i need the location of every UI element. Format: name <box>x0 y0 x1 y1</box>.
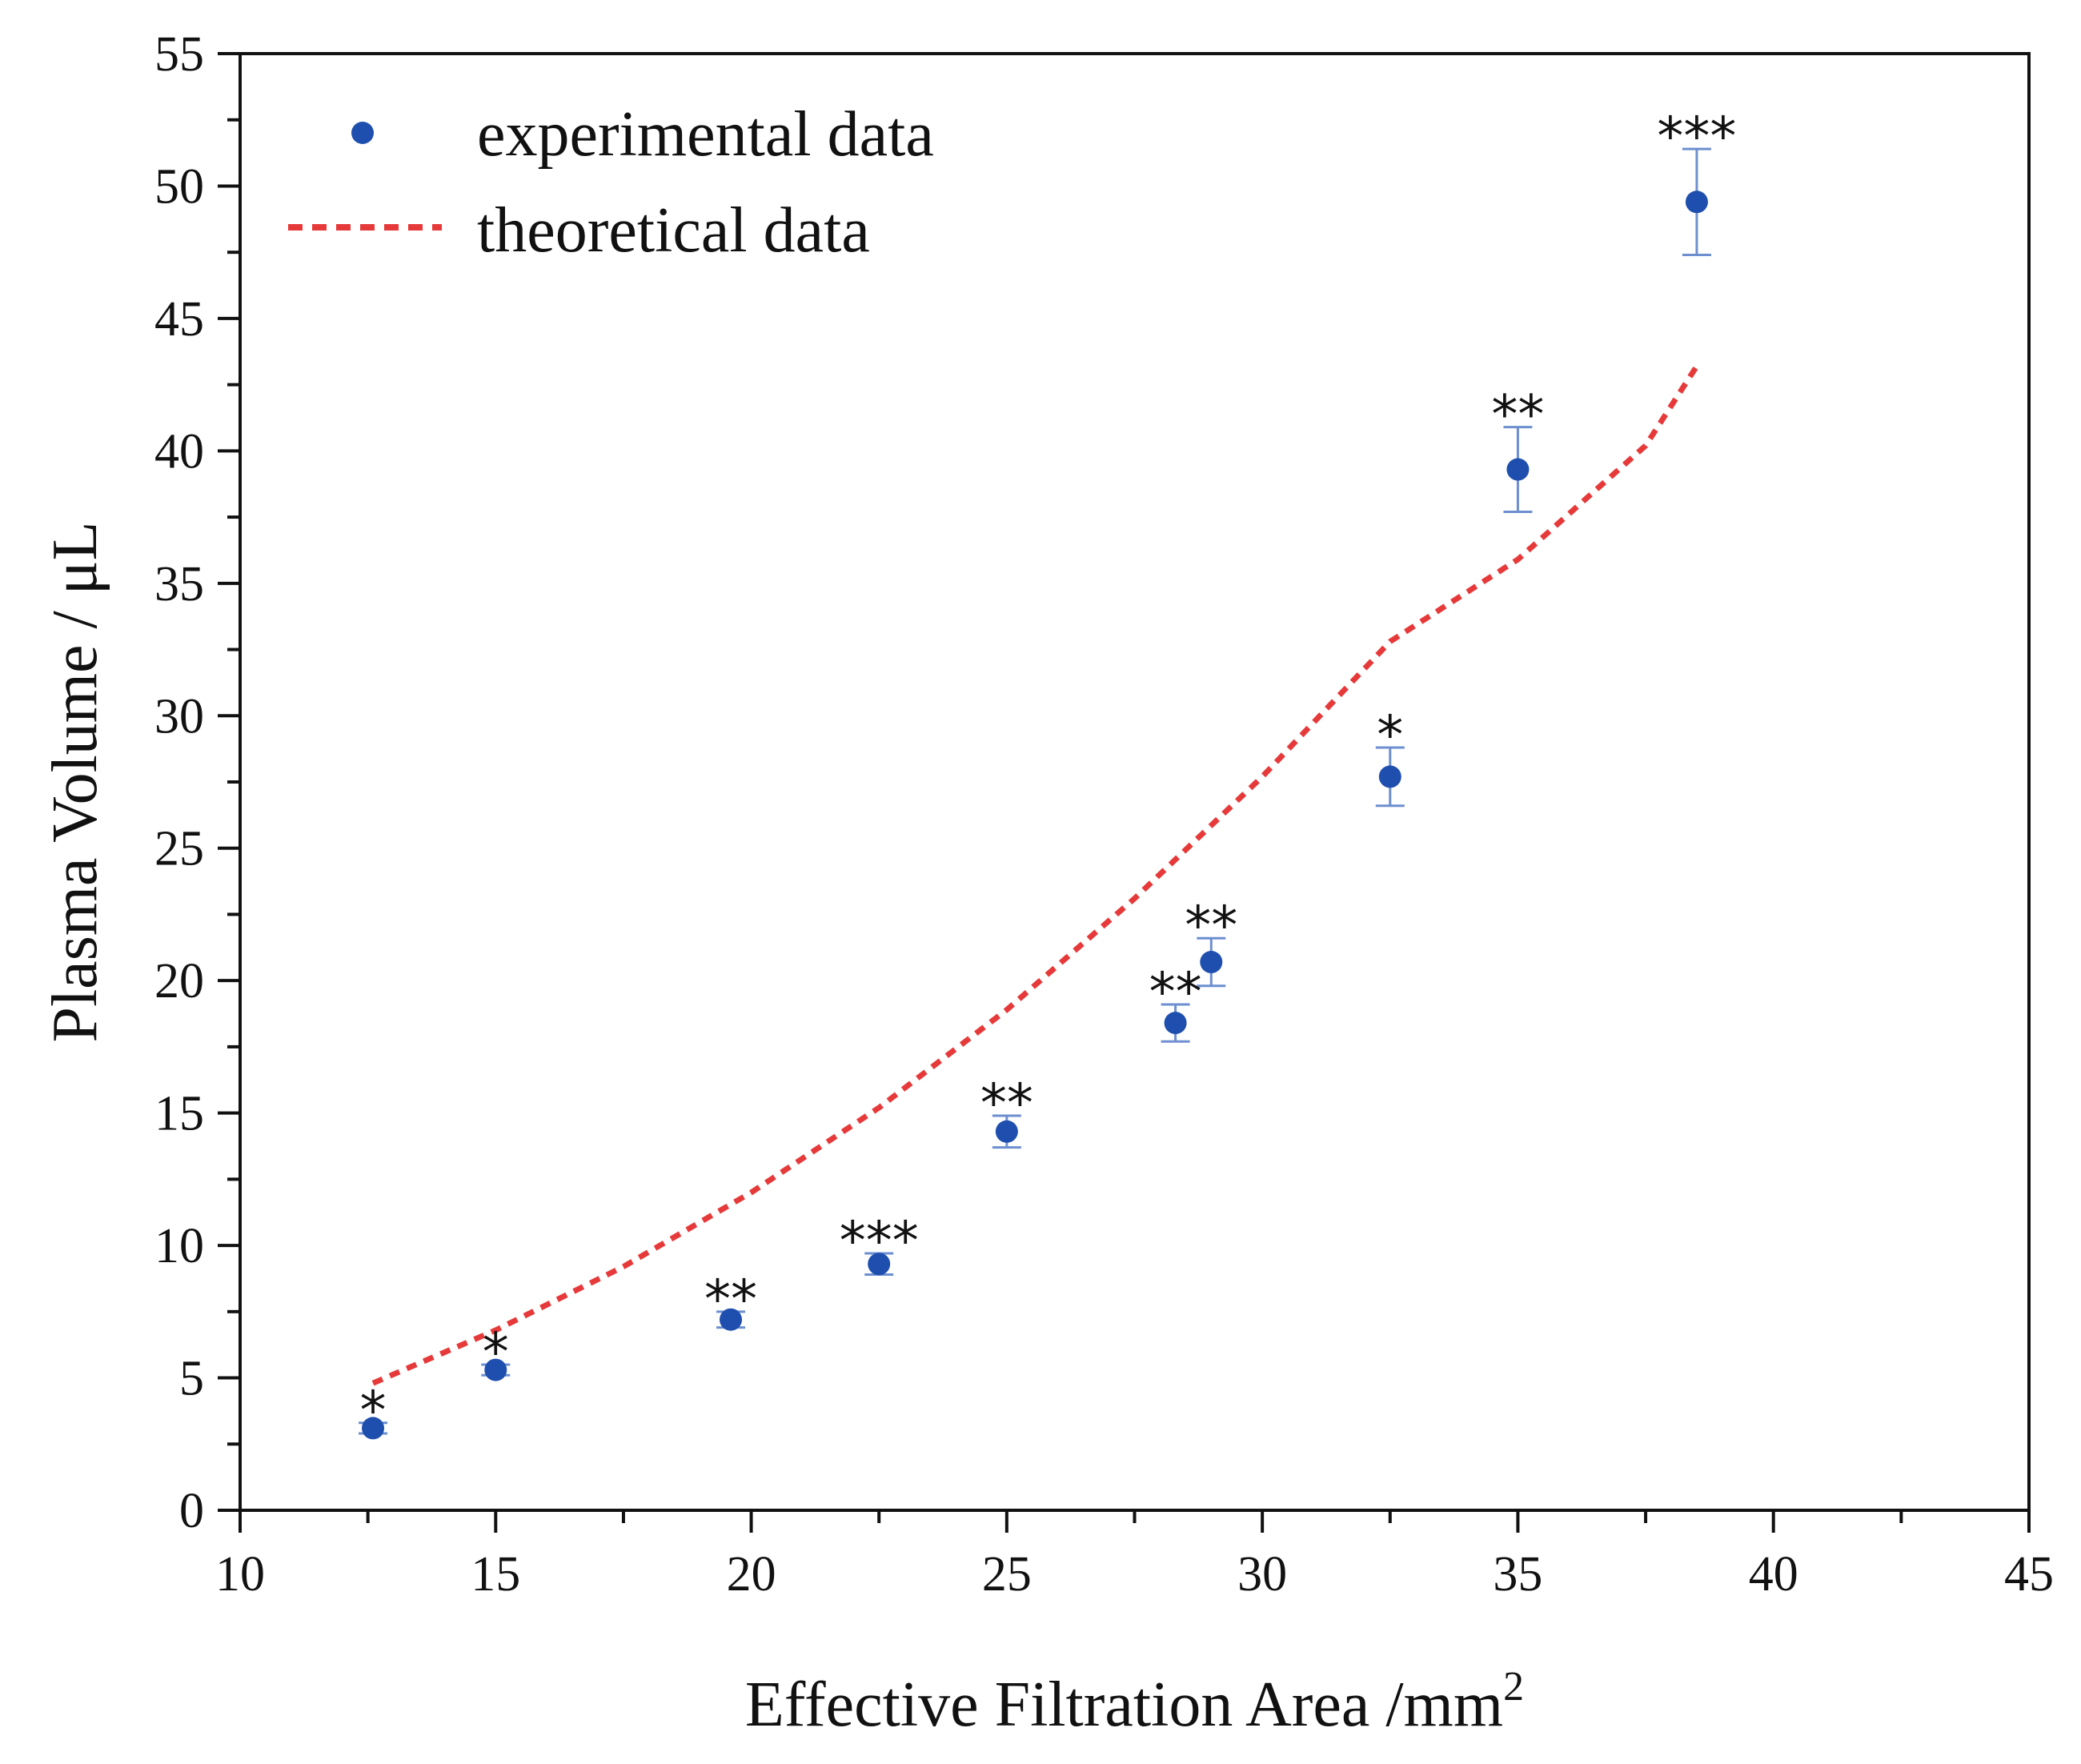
data-point <box>868 1253 891 1276</box>
data-point <box>484 1358 507 1381</box>
data-point <box>1685 190 1708 214</box>
y-tick-label: 10 <box>154 1219 204 1273</box>
y-tick-label: 45 <box>154 292 204 347</box>
y-tick-label: 20 <box>154 954 204 1008</box>
y-tick-label: 25 <box>154 822 204 876</box>
data-point <box>995 1120 1018 1143</box>
y-axis-title: Plasma Volume / μL <box>40 521 110 1042</box>
significance-label: *** <box>1657 106 1736 167</box>
experimental-series <box>359 147 1711 1440</box>
significance-label: ** <box>980 1072 1033 1134</box>
y-axis: 0 5 10 15 20 25 30 35 40 45 50 55 <box>154 27 240 1538</box>
legend-experimental-marker <box>351 122 374 144</box>
significance-label: ** <box>1149 961 1202 1023</box>
x-axis-title-text: Effective Filtration Area /mm <box>745 1670 1503 1740</box>
significance-label: * <box>1377 704 1403 766</box>
x-axis: 10 15 20 25 30 35 40 45 <box>215 1510 2054 1602</box>
legend: experimental data theoretical data <box>288 99 934 266</box>
significance-label: *** <box>840 1210 919 1272</box>
data-point <box>1200 951 1223 974</box>
data-point <box>720 1308 743 1331</box>
significance-label: * <box>483 1321 509 1383</box>
x-tick-label: 15 <box>471 1547 520 1602</box>
x-tick-label: 35 <box>1493 1547 1542 1602</box>
plot-frame <box>239 52 2031 1512</box>
legend-experimental-label: experimental data <box>477 99 934 170</box>
y-tick-label: 15 <box>154 1087 204 1141</box>
y-tick-label: 55 <box>154 27 204 82</box>
significance-label: ** <box>1185 895 1237 956</box>
theoretical-curve <box>371 364 1699 1386</box>
data-point <box>1164 1012 1187 1035</box>
x-tick-label: 20 <box>727 1547 776 1602</box>
significance-label: ** <box>1491 384 1544 446</box>
theoretical-series <box>371 364 1699 1386</box>
x-tick-label: 45 <box>2004 1547 2054 1602</box>
legend-theoretical-label: theoretical data <box>477 195 870 266</box>
y-tick-label: 50 <box>154 159 204 214</box>
x-axis-title-superscript: 2 <box>1503 1664 1524 1710</box>
data-point <box>1506 458 1530 481</box>
y-tick-label: 30 <box>154 689 204 744</box>
x-tick-label: 10 <box>215 1547 265 1602</box>
significance-labels: ******************* <box>360 106 1737 1441</box>
significance-label: * <box>360 1380 387 1441</box>
x-tick-label: 30 <box>1237 1547 1287 1602</box>
x-tick-label: 25 <box>982 1547 1032 1602</box>
x-tick-label: 40 <box>1749 1547 1798 1602</box>
y-tick-label: 0 <box>179 1484 204 1538</box>
x-axis-title: Effective Filtration Area /mm2 <box>745 1664 1524 1740</box>
y-tick-label: 40 <box>154 424 204 479</box>
data-point <box>362 1417 385 1440</box>
significance-label: ** <box>704 1269 757 1330</box>
data-point <box>1378 765 1401 788</box>
y-tick-label: 5 <box>179 1352 204 1406</box>
y-tick-label: 35 <box>154 557 204 611</box>
